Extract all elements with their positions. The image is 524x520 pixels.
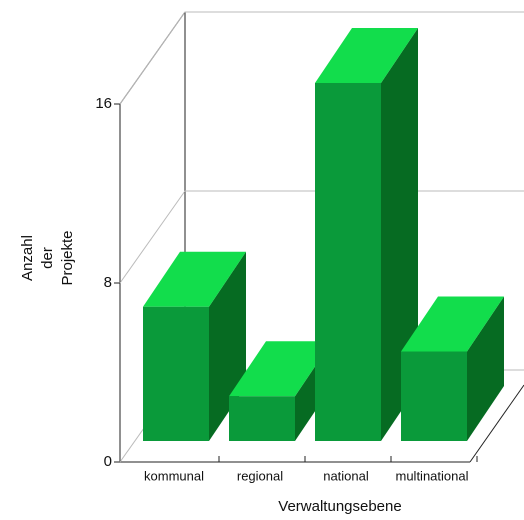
x-tick-label: regional	[237, 468, 283, 483]
bar-top	[143, 251, 246, 307]
y-label-line: Anzahl	[19, 235, 36, 281]
bar-side	[467, 296, 504, 441]
y-axis-label: Anzahl der Projekte	[19, 230, 76, 285]
y-label-line: Projekte	[59, 230, 76, 285]
x-tick-label: multinational	[396, 468, 469, 483]
y-tick-label: 8	[104, 274, 112, 291]
bar-top	[401, 296, 504, 352]
bar-side	[381, 28, 418, 441]
grid-line	[119, 11, 186, 105]
bar	[315, 83, 381, 441]
grid-line	[119, 190, 186, 284]
y-tick-label: 0	[104, 453, 112, 470]
y-label-line: der	[39, 247, 56, 269]
bar	[229, 396, 295, 441]
bar	[401, 351, 467, 441]
bar-top	[315, 28, 418, 83]
y-tick-label: 16	[95, 95, 112, 112]
bar-top	[229, 341, 332, 397]
x-axis-label: Verwaltungsebene	[278, 498, 401, 515]
x-tick-label: kommunal	[144, 468, 204, 483]
bar	[143, 306, 209, 441]
x-tick-label: national	[323, 468, 369, 483]
